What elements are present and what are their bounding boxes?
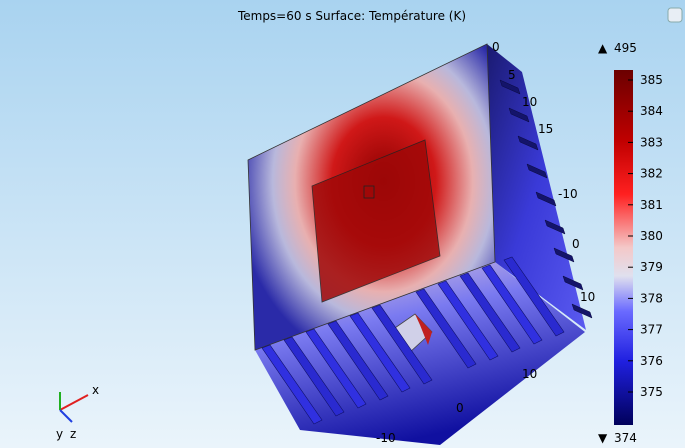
max-label: 495 (614, 41, 637, 55)
colorbar-tick-label: 380 (640, 229, 663, 243)
axis-tick-label: -10 (558, 187, 578, 201)
colorbar-tick-label: 383 (640, 135, 663, 149)
colorbar-tick-label: 382 (640, 167, 663, 181)
axis-tick-label: 5 (508, 68, 516, 82)
colorbar-tick-label: 385 (640, 73, 663, 87)
axis-tick-label: 10 (522, 367, 537, 381)
colorbar-tick-label: 376 (640, 354, 663, 368)
viewport: Temps=60 s Surface: Température (K) 0 5 … (0, 0, 685, 448)
min-marker: ▼ (598, 431, 608, 445)
colorbar-tick-label: 377 (640, 323, 663, 337)
triad-x-label: x (92, 383, 99, 397)
axis-tick-label: -10 (376, 431, 396, 445)
max-marker: ▲ (598, 41, 608, 55)
plot-title: Temps=60 s Surface: Température (K) (237, 9, 466, 23)
toolbar-icon[interactable] (668, 8, 682, 22)
triad-y-label: y (56, 427, 63, 441)
colorbar-tick-label: 384 (640, 104, 663, 118)
page: Temps=60 s Surface: Température (K) 0 5 … (0, 0, 685, 448)
axis-tick-label: 15 (538, 122, 553, 136)
colorbar-tick-label: 378 (640, 291, 663, 305)
colorbar-tick-label: 375 (640, 385, 663, 399)
axis-tick-label: 0 (492, 40, 500, 54)
colorbar-gradient (614, 70, 633, 425)
axis-tick-label: 0 (572, 237, 580, 251)
colorbar-tick-label: 379 (640, 260, 663, 274)
colorbar-tick-label: 381 (640, 198, 663, 212)
min-label: 374 (614, 431, 637, 445)
axis-tick-label: 10 (580, 290, 595, 304)
axis-tick-label: 10 (522, 95, 537, 109)
axis-tick-label: 0 (456, 401, 464, 415)
triad-z-label: z (70, 427, 76, 441)
